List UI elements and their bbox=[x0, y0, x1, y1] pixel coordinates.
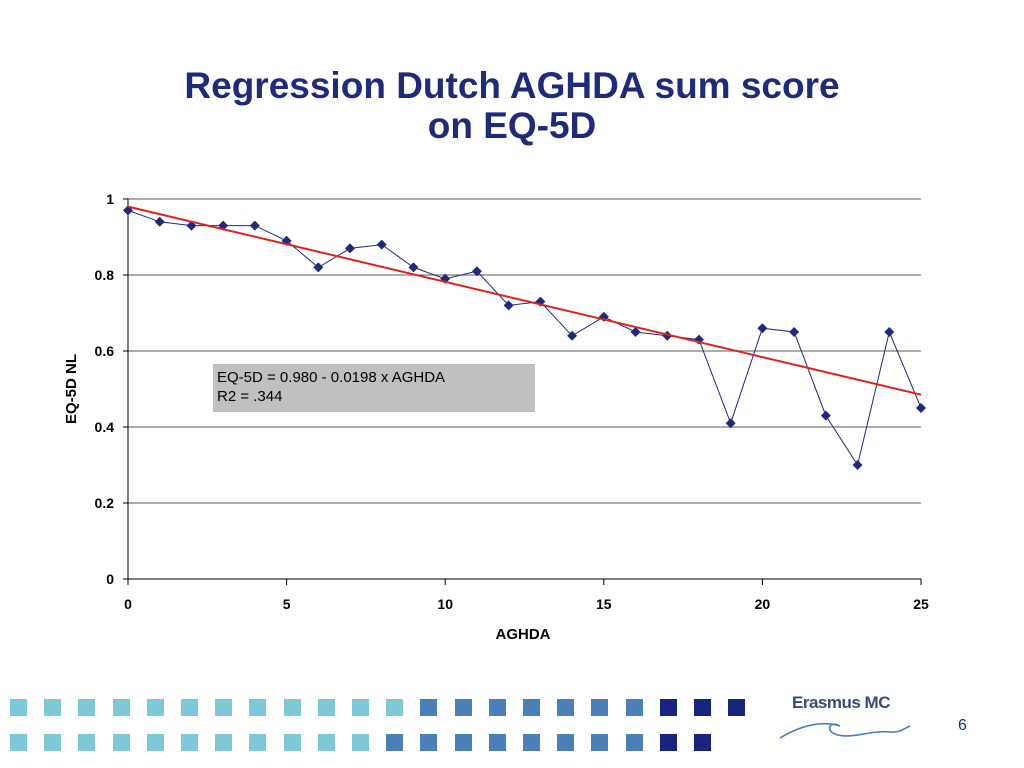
footer-square bbox=[181, 734, 198, 751]
footer-square bbox=[591, 699, 609, 716]
footer-square bbox=[625, 699, 643, 716]
y-tick-label: 0.8 bbox=[95, 267, 115, 283]
slide-title-line-2: on EQ-5D bbox=[427, 105, 597, 146]
footer-square bbox=[659, 699, 677, 716]
data-point bbox=[884, 327, 895, 337]
y-tick-label: 0.6 bbox=[95, 343, 115, 359]
gridlines bbox=[128, 198, 921, 504]
footer-square bbox=[44, 699, 62, 716]
footer-square bbox=[352, 699, 369, 716]
signature-icon bbox=[779, 722, 911, 739]
footer-square bbox=[112, 734, 130, 751]
footer-square bbox=[283, 699, 301, 716]
x-tick-label: 10 bbox=[437, 596, 453, 612]
footer-square bbox=[78, 734, 96, 751]
x-tick-label: 20 bbox=[755, 596, 771, 612]
footer-square bbox=[44, 734, 62, 751]
footer-square bbox=[352, 734, 369, 751]
data-point bbox=[630, 327, 641, 337]
footer-square bbox=[317, 699, 335, 716]
footer-square bbox=[283, 734, 301, 751]
footer-square bbox=[420, 734, 438, 751]
data-point bbox=[789, 327, 800, 337]
data-point bbox=[757, 323, 768, 334]
data-point bbox=[345, 243, 356, 254]
data-point bbox=[408, 262, 419, 273]
data-point bbox=[471, 266, 482, 277]
data-point bbox=[725, 418, 736, 429]
footer-square bbox=[249, 699, 267, 716]
trendline-group bbox=[127, 205, 922, 396]
footer-square bbox=[591, 734, 609, 751]
footer-square bbox=[181, 699, 198, 716]
footer-square bbox=[488, 734, 506, 751]
x-tick-label: 15 bbox=[596, 596, 612, 612]
data-point bbox=[567, 330, 578, 341]
y-tick-label: 1 bbox=[106, 191, 114, 207]
footer-square bbox=[694, 734, 711, 751]
x-tick-label: 25 bbox=[913, 596, 929, 612]
axes bbox=[123, 198, 922, 585]
footer-square bbox=[557, 734, 575, 751]
footer-square bbox=[659, 734, 677, 751]
data-point bbox=[820, 410, 831, 421]
data-point bbox=[154, 216, 165, 227]
data-point bbox=[852, 460, 863, 470]
data-point bbox=[313, 262, 324, 273]
footer-square bbox=[78, 699, 96, 716]
regression-r2: R2 = .344 bbox=[217, 388, 283, 405]
footer-square bbox=[454, 699, 472, 716]
footer-square bbox=[523, 734, 540, 751]
data-point bbox=[916, 403, 926, 413]
page-number: 6 bbox=[958, 717, 967, 734]
erasmus-mc-logo: Erasmus MC bbox=[770, 690, 930, 750]
footer-square bbox=[146, 734, 164, 751]
data-point bbox=[249, 220, 260, 231]
footer-square bbox=[454, 734, 472, 751]
footer-square bbox=[488, 699, 506, 716]
regression-annotation: EQ-5D = 0.980 - 0.0198 x AGHDA R2 = .344 bbox=[213, 364, 535, 412]
x-tick-label: 0 bbox=[124, 596, 132, 612]
y-tick-label: 0.4 bbox=[95, 419, 115, 435]
footer-square bbox=[557, 699, 575, 716]
y-tick-label: 0 bbox=[106, 571, 114, 587]
x-tick-labels: 0 5 10 15 20 25 bbox=[124, 596, 929, 612]
x-axis-label: AGHDA bbox=[496, 626, 551, 643]
footer-square bbox=[10, 734, 27, 751]
footer-square bbox=[215, 734, 233, 751]
footer-square bbox=[523, 699, 540, 716]
footer-square bbox=[112, 699, 130, 716]
slide-title-line-1: Regression Dutch AGHDA sum score bbox=[184, 65, 840, 106]
y-axis-label: EQ-5D NL bbox=[63, 354, 80, 424]
footer-square bbox=[728, 699, 746, 716]
y-tick-label: 0.2 bbox=[95, 495, 115, 511]
footer-square bbox=[420, 699, 438, 716]
footer-square bbox=[215, 699, 233, 716]
footer-square bbox=[146, 699, 164, 716]
data-point bbox=[503, 300, 514, 311]
data-point bbox=[376, 239, 387, 250]
x-tick-label: 5 bbox=[283, 596, 291, 612]
logo-text: Erasmus MC bbox=[792, 693, 890, 712]
footer-square bbox=[694, 699, 711, 716]
series-line bbox=[127, 209, 922, 467]
data-series bbox=[123, 205, 926, 470]
regression-equation: EQ-5D = 0.980 - 0.0198 x AGHDA bbox=[217, 369, 446, 386]
footer-square bbox=[10, 699, 27, 716]
footer-square bbox=[386, 699, 404, 716]
footer-square bbox=[249, 734, 267, 751]
footer-square bbox=[317, 734, 335, 751]
y-tick-labels: 0 0.2 0.4 0.6 0.8 1 bbox=[95, 191, 115, 587]
footer-square bbox=[625, 734, 643, 751]
trendline bbox=[127, 205, 922, 396]
footer-square bbox=[386, 734, 404, 751]
slide-title: Regression Dutch AGHDA sum score on EQ-5… bbox=[0, 66, 1024, 146]
